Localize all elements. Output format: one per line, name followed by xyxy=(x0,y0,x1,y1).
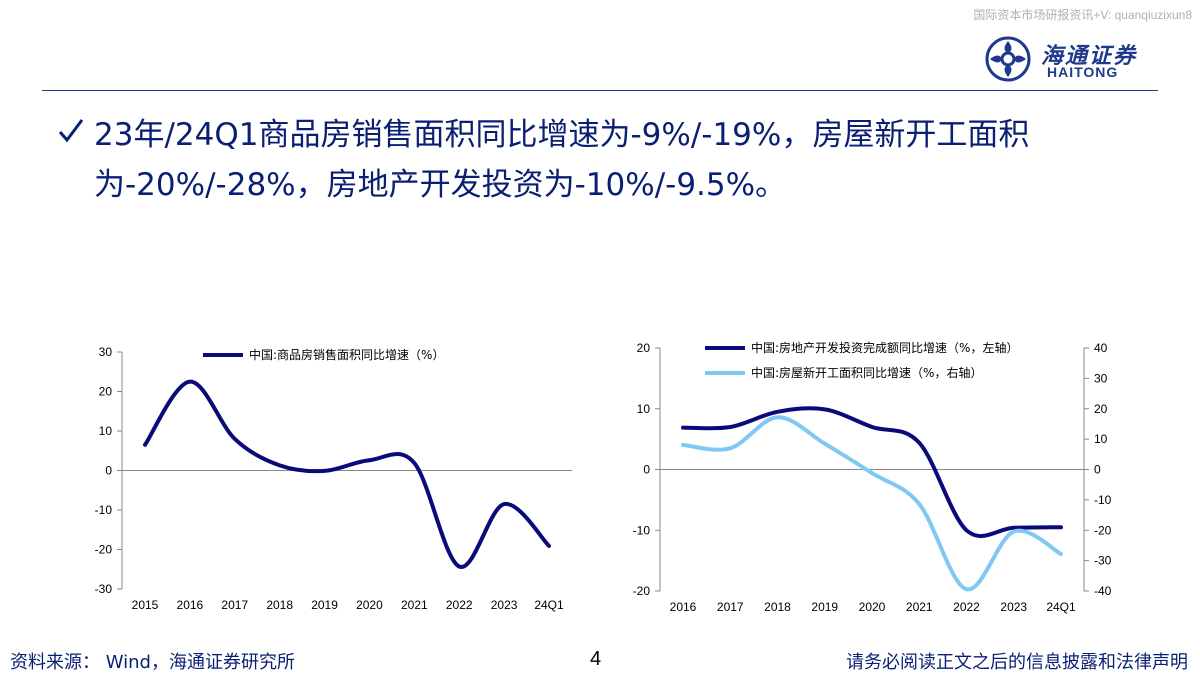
y-tick-label: -20 xyxy=(633,584,651,598)
x-tick-label: 2018 xyxy=(764,600,791,614)
series-line-2 xyxy=(681,415,1063,592)
y2-tick-label: -10 xyxy=(1094,493,1112,507)
check-icon xyxy=(58,119,84,143)
y2-tick-label: 40 xyxy=(1094,341,1108,355)
y2-tick-label: 20 xyxy=(1094,402,1108,416)
y2-tick-label: 10 xyxy=(1094,432,1108,446)
x-tick-label: 2023 xyxy=(491,598,518,612)
x-tick-label: 2020 xyxy=(859,600,886,614)
chart-investment-newstarts: -20 -10 0 10 20 -40 -30 -20 -10 0 10 20 30 40 2016 2017… xyxy=(600,335,1160,620)
x-tick-label: 2016 xyxy=(670,600,697,614)
y-tick-label: -10 xyxy=(95,503,113,517)
y-tick-label: 10 xyxy=(637,402,651,416)
y-tick-label: 10 xyxy=(99,424,113,438)
y2-tick-label: -20 xyxy=(1094,523,1112,537)
y-tick-label: 30 xyxy=(99,345,113,359)
x-tick-label: 2023 xyxy=(1000,600,1027,614)
y2-tick-label: -30 xyxy=(1094,554,1112,568)
y-tick-label: -20 xyxy=(95,543,113,557)
y-tick-label: 0 xyxy=(643,463,650,477)
headline: 23年/24Q1商品房销售面积同比增速为-9%/-19%，房屋新开工面积为-20… xyxy=(56,110,1156,210)
y2-tick-label: -40 xyxy=(1094,584,1112,598)
x-tick-label: 2021 xyxy=(906,600,933,614)
chart-sales-area: -30 -20 -10 0 10 20 30 2015 2016 2017 2018 2019 2020… xyxy=(60,335,580,620)
chart-investment-newstarts-svg: -20 -10 0 10 20 -40 -30 -20 -10 0 10 20 30 40 2016 2017… xyxy=(633,340,1112,614)
haitong-logo: 海通证券 HAITONG xyxy=(985,36,1155,86)
x-tick-label: 2022 xyxy=(446,598,473,612)
page-number: 4 xyxy=(590,648,602,670)
series-line-1 xyxy=(143,379,551,569)
x-tick-label: 2019 xyxy=(311,598,338,612)
legend-label-1: 中国:商品房销售面积同比增速（%） xyxy=(249,347,444,362)
source-note: 资料来源： Wind，海通证券研究所 xyxy=(10,652,295,673)
x-tick-label: 2017 xyxy=(717,600,744,614)
y-tick-label: -10 xyxy=(633,523,651,537)
x-tick-label: 24Q1 xyxy=(534,598,564,612)
haitong-emblem-icon xyxy=(985,36,1031,82)
header-divider xyxy=(42,90,1158,91)
x-tick-label: 2016 xyxy=(177,598,204,612)
x-tick-label: 24Q1 xyxy=(1046,600,1076,614)
legend-label-1: 中国:房地产开发投资完成额同比增速（%，左轴） xyxy=(751,340,1018,355)
x-tick-label: 2018 xyxy=(266,598,293,612)
legend-label-2: 中国:房屋新开工面积同比增速（%，右轴） xyxy=(751,365,982,380)
headline-text: 23年/24Q1商品房销售面积同比增速为-9%/-19%，房屋新开工面积为-20… xyxy=(94,117,1030,203)
x-tick-label: 2022 xyxy=(953,600,980,614)
y-tick-label: 0 xyxy=(105,464,112,478)
x-tick-label: 2019 xyxy=(811,600,838,614)
watermark: 国际资本市场研报资讯+V: quanqiuzixun8 xyxy=(973,8,1192,22)
series-line-1 xyxy=(681,406,1063,538)
brand-name-en: HAITONG xyxy=(1047,64,1119,80)
brand-name-cn: 海通证券 xyxy=(1041,44,1138,69)
y2-tick-label: 30 xyxy=(1094,371,1108,385)
y-tick-label: -30 xyxy=(95,582,113,596)
y2-tick-label: 0 xyxy=(1094,463,1101,477)
y-tick-label: 20 xyxy=(637,341,651,355)
x-tick-label: 2021 xyxy=(401,598,428,612)
disclaimer: 请务必阅读正文之后的信息披露和法律声明 xyxy=(846,652,1188,673)
y-tick-label: 20 xyxy=(99,385,113,399)
x-tick-label: 2017 xyxy=(221,598,248,612)
chart-sales-area-svg: -30 -20 -10 0 10 20 30 2015 2016 2017 2018 2019 2020… xyxy=(95,345,572,612)
x-tick-label: 2015 xyxy=(132,598,159,612)
x-tick-label: 2020 xyxy=(356,598,383,612)
